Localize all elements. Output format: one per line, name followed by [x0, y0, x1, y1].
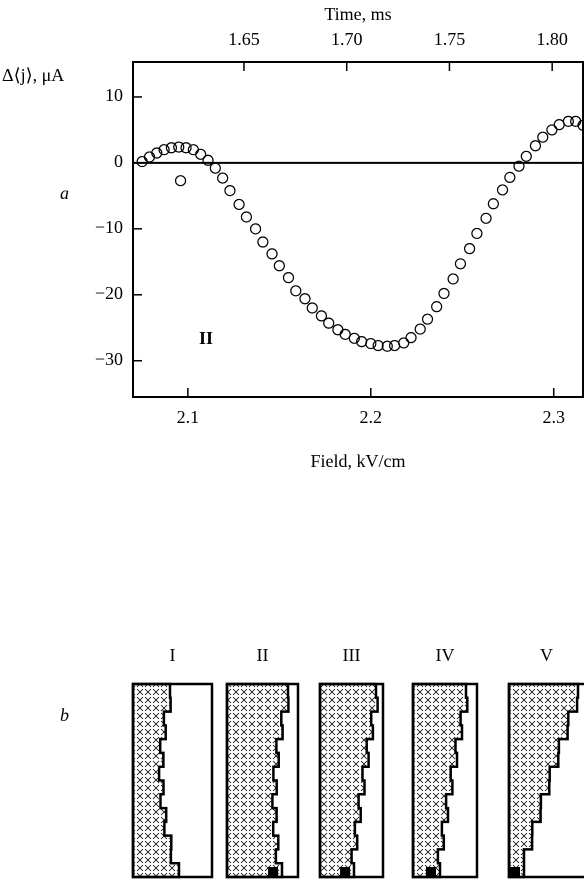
data-point [577, 119, 584, 131]
x-tick-label: 2.3 [542, 407, 565, 427]
data-point [180, 142, 192, 154]
marker-square [426, 867, 436, 877]
data-point [173, 141, 185, 153]
data-point [165, 142, 178, 154]
data-point [339, 328, 351, 340]
marker-square [340, 867, 350, 877]
data-point [529, 140, 542, 152]
data-point [136, 155, 148, 168]
data-point [471, 227, 483, 240]
data-point [151, 147, 163, 159]
data-point [398, 337, 410, 349]
data-point [290, 285, 302, 297]
x2-tick-label: 1.80 [536, 29, 568, 49]
data-point [365, 337, 377, 350]
data-point [454, 258, 467, 270]
data-point [209, 162, 221, 174]
data-point [202, 154, 214, 166]
data-point [306, 302, 318, 314]
data-point [414, 323, 426, 335]
column-label: III [343, 645, 361, 665]
data-point [388, 339, 401, 352]
column-label: II [257, 645, 269, 665]
y-axis-label: Δ⟨j⟩, μA [2, 65, 64, 85]
y-tick-label: −10 [95, 217, 123, 237]
data-point [431, 301, 443, 313]
data-point [187, 144, 199, 156]
x2-tick-label: 1.70 [331, 29, 363, 49]
data-point [463, 243, 476, 255]
data-point [438, 287, 450, 300]
data-point [487, 198, 499, 210]
panel-label: a [60, 183, 69, 203]
y-tick-label: 0 [114, 151, 123, 171]
column-label: I [170, 645, 176, 665]
hatched-region [318, 682, 379, 879]
data-point [332, 324, 344, 336]
column-label: IV [436, 645, 455, 665]
data-point [266, 248, 278, 260]
panel-label: b [60, 705, 69, 725]
data-point [553, 119, 565, 131]
data-point [513, 160, 525, 172]
data-point [273, 260, 285, 272]
marker-square [268, 867, 278, 877]
data-point [174, 175, 187, 187]
x-tick-label: 2.1 [177, 407, 200, 427]
data-point [562, 115, 574, 127]
data-point [381, 340, 393, 352]
hatched-region [225, 682, 290, 879]
data-point [546, 124, 558, 136]
data-point [447, 273, 459, 285]
marker-square [510, 867, 520, 877]
y-tick-label: −30 [95, 349, 123, 369]
data-point [480, 212, 492, 224]
data-point [315, 310, 328, 322]
data-point [282, 272, 295, 284]
data-point [372, 339, 384, 352]
data-point [537, 131, 549, 143]
data-point [405, 332, 417, 344]
data-point [240, 211, 253, 223]
top-axis-title: Time, ms [324, 4, 391, 24]
data-point [195, 148, 207, 160]
data-point [520, 150, 532, 162]
data-point [421, 313, 434, 325]
data-point [224, 184, 236, 197]
x2-tick-label: 1.75 [434, 29, 466, 49]
y-tick-label: −20 [95, 283, 123, 303]
x2-tick-label: 1.65 [228, 29, 260, 49]
data-point [496, 184, 509, 196]
column-label: V [540, 645, 553, 665]
data-point [504, 171, 516, 184]
panel-b: I II III IV V [131, 645, 584, 879]
x-tick-label: 2.2 [360, 407, 383, 427]
hatched-region [411, 682, 469, 879]
data-point [323, 317, 335, 329]
data-point [233, 198, 245, 211]
data-point [217, 172, 229, 184]
data-point [158, 144, 170, 156]
data-point [249, 223, 262, 235]
x-axis-label: Field, kV/cm [311, 451, 406, 471]
hatched-region [131, 682, 181, 879]
annotation: II [199, 328, 213, 348]
data-point [299, 293, 311, 305]
hatched-region [507, 682, 580, 879]
data-point [348, 332, 360, 344]
y-tick-label: 10 [105, 85, 123, 105]
data-point [257, 236, 269, 248]
